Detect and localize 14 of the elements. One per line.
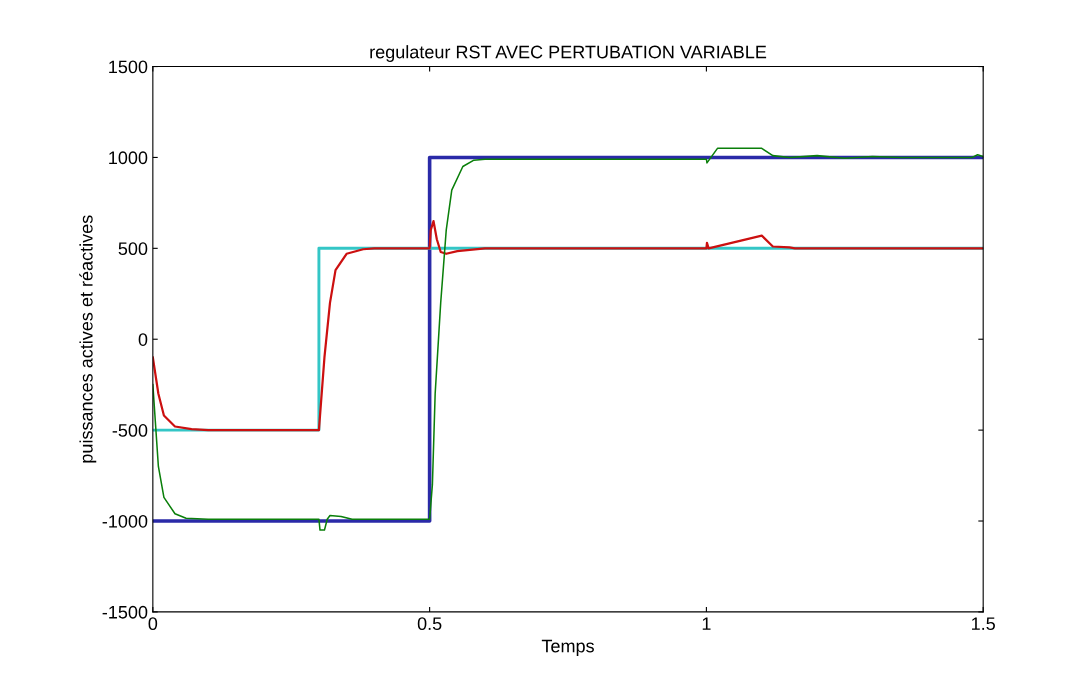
y-tick-label: 0 xyxy=(138,333,148,346)
x-tick-label: 1.5 xyxy=(972,617,995,631)
y-tick-label: 1500 xyxy=(109,60,148,74)
x-axis-title: Temps xyxy=(541,639,594,656)
x-tick-label: 1 xyxy=(702,617,711,630)
x-tick-label: 0.5 xyxy=(417,617,442,631)
x-tick-label: 0 xyxy=(148,617,158,631)
y-tick-label: -500 xyxy=(112,424,148,437)
chart-title: regulateur RST AVEC PERTUBATION VARIABLE xyxy=(370,45,767,62)
y-tick-label: -1500 xyxy=(102,605,148,619)
y-tick-label: 500 xyxy=(118,242,148,256)
y-axis-title: puissances actives et réactives xyxy=(79,215,97,463)
y-tick-label: -1000 xyxy=(102,514,148,528)
y-tick-label: 1000 xyxy=(109,151,148,165)
